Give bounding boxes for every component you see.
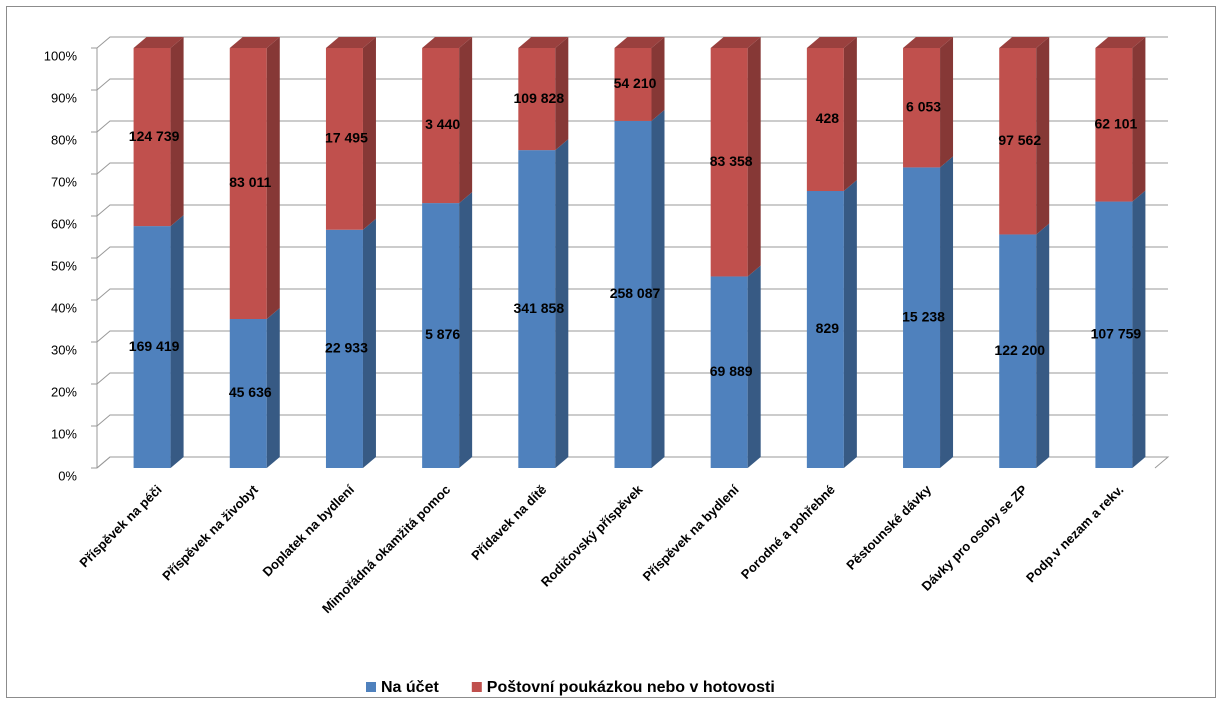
legend-label: Poštovní poukázkou nebo v hotovosti [487, 679, 775, 696]
y-tick-label: 100% [44, 48, 78, 63]
y-tick-label: 90% [51, 90, 77, 105]
bar-side [362, 37, 376, 230]
data-label: 3 440 [425, 116, 460, 132]
bar-top [710, 37, 761, 48]
bar-front [903, 167, 941, 468]
bar-side [459, 37, 473, 204]
bar-side [170, 215, 184, 468]
bar-top [614, 37, 665, 48]
bar-front [999, 234, 1037, 468]
bar-front [614, 120, 652, 468]
bar-top [133, 37, 184, 48]
bar-side [459, 192, 473, 469]
bar-front [710, 48, 748, 277]
bar-side [1036, 37, 1050, 235]
data-label: 83 358 [710, 153, 753, 169]
y-tick-label: 20% [51, 384, 77, 399]
bar-side [170, 37, 184, 227]
y-tick-label: 0% [58, 468, 77, 483]
y-tick-label: 50% [51, 258, 77, 273]
data-label: 341 858 [514, 300, 565, 316]
data-label: 22 933 [325, 340, 368, 356]
legend-label: Na účet [381, 679, 439, 696]
bar-side [843, 37, 857, 192]
bar-top [229, 37, 280, 48]
bar-side [940, 156, 954, 468]
bar-front [903, 48, 941, 168]
bar-top [806, 37, 857, 48]
bar-front [133, 48, 171, 227]
data-label: 97 562 [998, 132, 1041, 148]
data-label: 6 053 [906, 98, 941, 114]
y-tick-label: 10% [51, 426, 77, 441]
data-label: 15 238 [902, 308, 945, 324]
y-tick-label: 60% [51, 216, 77, 231]
data-label: 124 739 [129, 128, 180, 144]
bar-front [1095, 201, 1133, 468]
bar-top [999, 37, 1050, 48]
bar-side [651, 109, 665, 468]
bar-side [651, 37, 665, 121]
bar-front [806, 48, 844, 192]
grid-line [96, 36, 1168, 49]
data-label: 122 200 [994, 342, 1045, 358]
bar-front [422, 203, 460, 469]
bar-side [266, 308, 280, 468]
data-label: 109 828 [514, 90, 565, 106]
bar-front [229, 48, 267, 320]
y-tick-label: 40% [51, 300, 77, 315]
data-label: 169 419 [129, 338, 180, 354]
data-label: 5 876 [425, 326, 460, 342]
bar-top [1095, 37, 1146, 48]
bar-side [747, 265, 761, 468]
data-label: 829 [816, 320, 840, 336]
bar-side [555, 37, 569, 151]
bar-side [747, 37, 761, 277]
y-tick-label: 80% [51, 132, 77, 147]
bar-front [325, 48, 363, 230]
bar-side [940, 37, 954, 168]
bar-side [555, 139, 569, 468]
bar-side [1036, 223, 1050, 468]
bar-top [325, 37, 376, 48]
bar-front [422, 48, 460, 204]
legend-swatch [471, 682, 482, 692]
legend-swatch [366, 682, 376, 692]
bar-side [1132, 37, 1146, 202]
bar-side [843, 180, 857, 469]
bar-top [903, 37, 954, 48]
bar-front [325, 229, 363, 468]
bar-front [710, 276, 748, 468]
data-label: 62 101 [1094, 115, 1137, 131]
data-label: 258 087 [610, 285, 661, 301]
y-tick-label: 70% [51, 174, 77, 189]
bar-side [362, 218, 376, 468]
bar-front [518, 48, 556, 151]
bar-front [1095, 48, 1133, 202]
y-tick-label: 30% [51, 342, 77, 357]
bar-front [806, 191, 844, 469]
bar-front [518, 150, 556, 468]
bar-side [1132, 190, 1146, 468]
data-label: 45 636 [229, 384, 272, 400]
bar-front [999, 48, 1037, 235]
bar-top [518, 37, 569, 48]
bar-top [422, 37, 473, 48]
data-label: 428 [816, 110, 840, 126]
data-label: 107 759 [1091, 325, 1142, 341]
data-label: 54 210 [614, 75, 657, 91]
bar-front [614, 48, 652, 121]
data-label: 83 011 [229, 174, 271, 190]
data-label: 69 889 [710, 363, 753, 379]
bar-front [229, 319, 267, 468]
bar-front [133, 226, 171, 468]
bar-side [266, 37, 280, 320]
data-label: 17 495 [325, 130, 368, 146]
